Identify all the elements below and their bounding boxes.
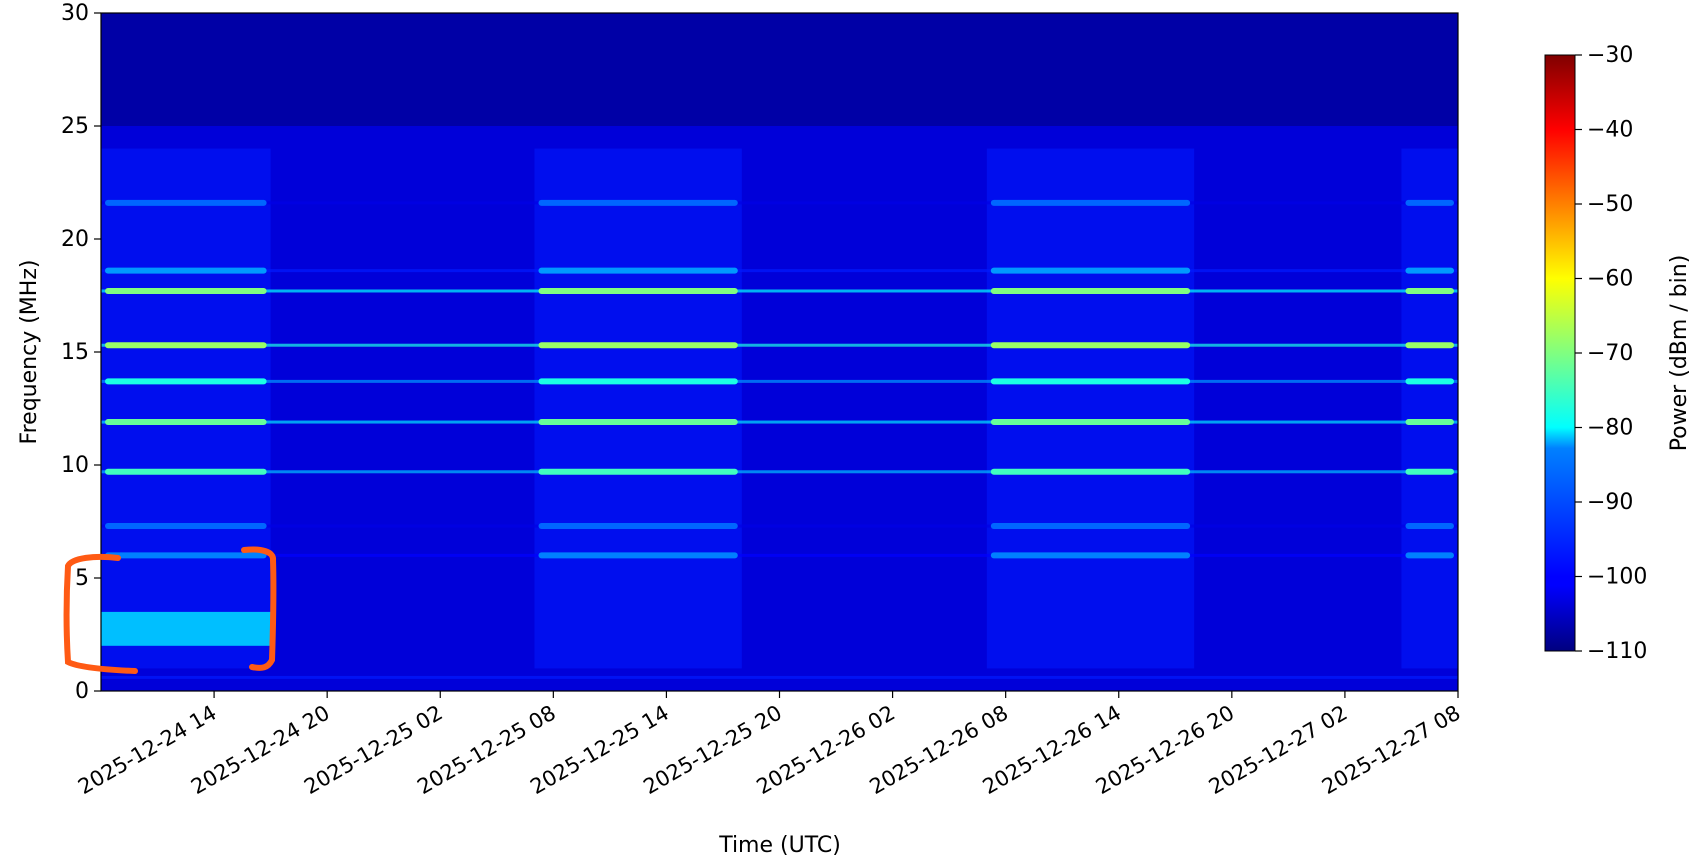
emission-band-daytime <box>1405 552 1454 559</box>
emission-band-daytime <box>105 287 267 294</box>
emission-band-daytime <box>1405 419 1454 426</box>
emission-band-daytime <box>990 552 1191 559</box>
emission-band <box>101 420 1458 424</box>
emission-band-daytime <box>990 342 1191 349</box>
colorbar-tick-label: −50 <box>1587 192 1633 217</box>
emission-band-daytime <box>1405 468 1454 475</box>
emission-band-daytime <box>538 267 738 274</box>
colorbar-tick-label: −90 <box>1587 490 1633 515</box>
emission-band-daytime <box>990 199 1191 206</box>
emission-band-daytime <box>105 552 267 559</box>
colorbar-tick-label: −30 <box>1587 43 1633 68</box>
emission-band-daytime <box>1405 287 1454 294</box>
highlight-annotation <box>63 546 277 674</box>
y-tick-label: 10 <box>61 453 89 478</box>
daytime-window <box>986 148 1195 669</box>
colorbar-scale <box>1544 54 1576 652</box>
emission-band-daytime <box>1405 378 1454 385</box>
emission-band-daytime <box>538 199 738 206</box>
emission-band-daytime <box>1405 267 1454 274</box>
emission-band-daytime <box>990 468 1191 475</box>
colorbar-tick-label: −70 <box>1587 341 1633 366</box>
colorbar: −30 −40 −50 −60 −70 −80 −90 −100 −110 Power (dBm… <box>1544 43 1692 664</box>
emission-band <box>101 379 1458 383</box>
emission-band <box>101 201 1458 205</box>
y-tick-label: 25 <box>61 114 89 139</box>
emission-band <box>101 675 1458 679</box>
emission-band <box>101 289 1458 293</box>
y-axis: 0 5 10 15 20 25 30 <box>61 1 101 704</box>
emission-band-daytime <box>990 267 1191 274</box>
y-tick-label: 20 <box>61 227 89 252</box>
emission-band-daytime <box>538 378 738 385</box>
highlight-bracket-right <box>241 546 277 671</box>
spectrogram-heat-layer <box>101 13 1458 679</box>
colorbar-tick-label: −60 <box>1587 267 1633 292</box>
highlight-bracket-left <box>63 553 138 674</box>
emission-band-daytime <box>105 342 267 349</box>
colorbar-tick-label: −40 <box>1587 118 1633 143</box>
colorbar-tick-label: −80 <box>1587 416 1633 441</box>
emission-band <box>101 343 1458 347</box>
plot-area <box>100 12 1459 692</box>
emission-band-daytime <box>105 419 267 426</box>
emission-band-daytime <box>105 199 267 206</box>
emission-band-daytime <box>105 523 267 530</box>
emission-band <box>101 470 1458 474</box>
daytime-window <box>101 148 271 669</box>
emission-band-daytime <box>538 419 738 426</box>
daytime-window <box>534 148 742 669</box>
emission-band-daytime <box>1405 199 1454 206</box>
low-activity-band <box>101 13 1458 126</box>
emission-band-daytime <box>105 378 267 385</box>
highlighted-region-fill <box>101 611 271 646</box>
emission-band-daytime <box>538 468 738 475</box>
emission-band-daytime <box>1405 523 1454 530</box>
colorbar-ticks: −30 −40 −50 −60 −70 −80 −90 −100 −110 <box>1575 43 1647 664</box>
colorbar-tick-label: −110 <box>1587 639 1647 664</box>
emission-band-daytime <box>105 468 267 475</box>
y-tick-label: 15 <box>61 340 89 365</box>
emission-band <box>101 524 1458 528</box>
emission-band-daytime <box>538 342 738 349</box>
y-tick-label: 30 <box>61 1 89 26</box>
emission-band <box>101 553 1458 557</box>
emission-band-daytime <box>990 287 1191 294</box>
colorbar-label: Power (dBm / bin) <box>1667 255 1692 452</box>
y-tick-label: 0 <box>75 679 89 704</box>
emission-band-daytime <box>990 378 1191 385</box>
emission-band-daytime <box>538 523 738 530</box>
x-axis-label: Time (UTC) <box>718 833 841 858</box>
emission-band-daytime <box>105 267 267 274</box>
emission-band <box>101 269 1458 273</box>
emission-band-daytime <box>538 552 738 559</box>
daytime-window <box>1401 148 1458 669</box>
emission-band-daytime <box>990 419 1191 426</box>
emission-band-daytime <box>1405 342 1454 349</box>
emission-band-daytime <box>990 523 1191 530</box>
y-tick-label: 5 <box>75 566 89 591</box>
y-axis-label: Frequency (MHz) <box>17 260 42 445</box>
colorbar-tick-label: −100 <box>1587 565 1647 590</box>
emission-band-daytime <box>538 287 738 294</box>
